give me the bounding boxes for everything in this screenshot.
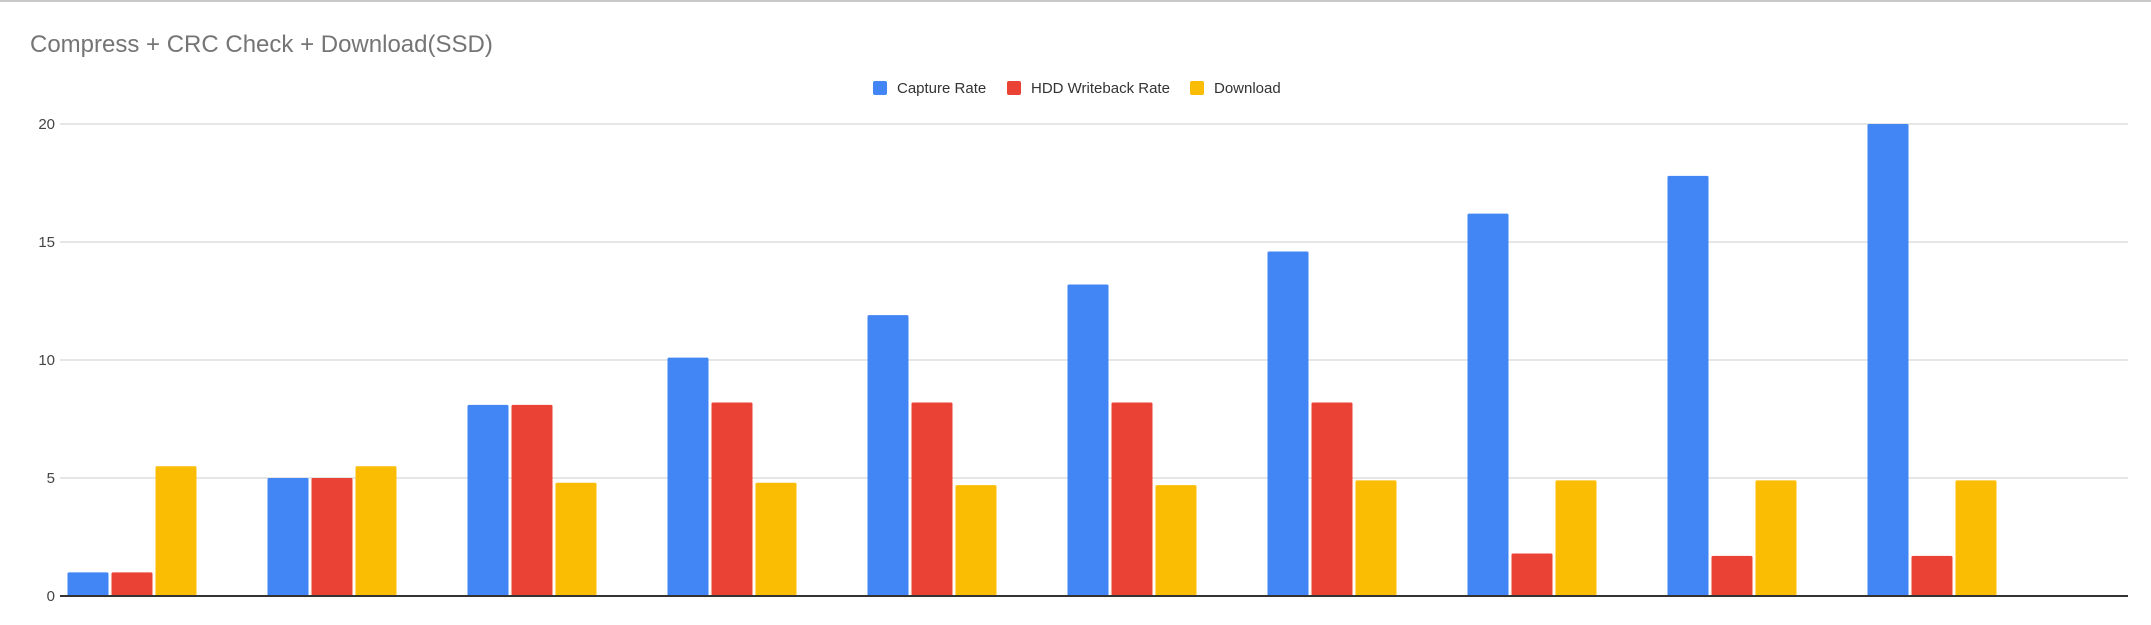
bar-capture-rate-7[interactable] — [1267, 251, 1309, 596]
y-tick-label: 5 — [47, 470, 55, 487]
bar-capture-rate-5[interactable] — [867, 315, 909, 596]
bar-hdd-writeback-rate-4[interactable] — [711, 402, 753, 596]
bars — [67, 124, 1997, 597]
bar-download-10[interactable] — [1955, 480, 1997, 596]
bar-capture-rate-9[interactable] — [1667, 175, 1709, 597]
bar-download-8[interactable] — [1555, 480, 1597, 596]
y-tick-label: 0 — [47, 588, 55, 605]
bar-download-4[interactable] — [755, 482, 797, 596]
bar-download-7[interactable] — [1355, 480, 1397, 596]
chart-title: Compress + CRC Check + Download(SSD) — [30, 31, 493, 58]
legend-swatch-capture-rate — [873, 81, 887, 95]
bar-download-6[interactable] — [1155, 485, 1197, 596]
legend-item-hdd-writeback-rate[interactable]: HDD Writeback Rate — [1007, 77, 1170, 99]
bar-capture-rate-1[interactable] — [67, 572, 109, 596]
bar-hdd-writeback-rate-6[interactable] — [1111, 402, 1153, 596]
legend-swatch-hdd-writeback-rate — [1007, 81, 1021, 95]
top-border — [0, 0, 2151, 2]
bar-hdd-writeback-rate-7[interactable] — [1311, 402, 1353, 596]
bar-hdd-writeback-rate-1[interactable] — [111, 572, 153, 596]
bar-hdd-writeback-rate-5[interactable] — [911, 402, 953, 596]
legend-label-capture-rate: Capture Rate — [897, 79, 987, 97]
bar-hdd-writeback-rate-9[interactable] — [1711, 555, 1753, 596]
bar-hdd-writeback-rate-10[interactable] — [1911, 555, 1953, 596]
bar-capture-rate-6[interactable] — [1067, 284, 1109, 596]
legend-item-download[interactable]: Download — [1190, 77, 1281, 99]
bar-hdd-writeback-rate-8[interactable] — [1511, 553, 1553, 596]
bar-download-1[interactable] — [155, 466, 197, 596]
bar-capture-rate-3[interactable] — [467, 404, 509, 596]
bar-capture-rate-10[interactable] — [1867, 124, 1909, 596]
legend: Capture Rate HDD Writeback Rate Download — [0, 77, 2151, 99]
y-axis-tick-labels: 0 5 10 15 20 — [38, 116, 55, 605]
bar-download-2[interactable] — [355, 466, 397, 596]
bar-capture-rate-2[interactable] — [267, 478, 309, 596]
y-tick-label: 20 — [38, 116, 55, 133]
bar-download-9[interactable] — [1755, 480, 1797, 596]
y-tick-label: 15 — [38, 234, 55, 251]
bar-download-3[interactable] — [555, 482, 597, 596]
legend-item-capture-rate[interactable]: Capture Rate — [873, 77, 986, 99]
legend-label-hdd-writeback-rate: HDD Writeback Rate — [1031, 79, 1170, 97]
bar-hdd-writeback-rate-3[interactable] — [511, 404, 553, 596]
bar-hdd-writeback-rate-2[interactable] — [311, 478, 353, 596]
legend-swatch-download — [1190, 81, 1204, 95]
bar-capture-rate-8[interactable] — [1467, 213, 1509, 596]
legend-label-download: Download — [1214, 79, 1281, 97]
bar-download-5[interactable] — [955, 485, 997, 596]
bar-capture-rate-4[interactable] — [667, 357, 709, 596]
y-tick-label: 10 — [38, 352, 55, 369]
